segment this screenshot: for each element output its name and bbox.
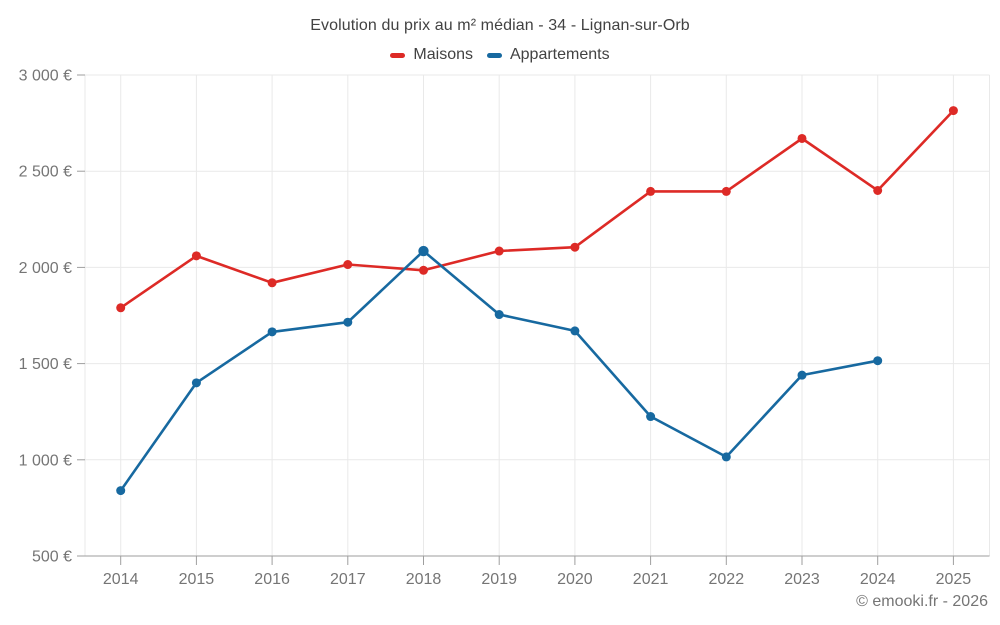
data-point-maisons-2024[interactable] xyxy=(873,185,883,195)
legend-label: Maisons xyxy=(413,46,473,63)
x-axis-label: 2016 xyxy=(254,571,290,588)
data-point-appartements-2015[interactable] xyxy=(191,378,201,388)
data-point-maisons-2022[interactable] xyxy=(721,186,731,196)
data-point-appartements-2017[interactable] xyxy=(343,317,353,327)
x-axis-label: 2025 xyxy=(936,571,972,588)
series-line-maisons xyxy=(119,109,955,310)
x-axis-label: 2023 xyxy=(784,571,820,588)
data-point-appartements-2019[interactable] xyxy=(494,310,504,320)
data-point-maisons-2014[interactable] xyxy=(116,303,126,313)
data-point-maisons-2018[interactable] xyxy=(419,265,428,275)
x-axis-label: 2014 xyxy=(103,571,139,588)
data-point-maisons-2015[interactable] xyxy=(191,251,201,261)
x-axis-label: 2020 xyxy=(557,571,593,588)
legend-item-appartements[interactable]: Appartements xyxy=(486,46,610,64)
x-axis-label: 2019 xyxy=(481,571,517,588)
x-axis-label: 2021 xyxy=(633,571,669,588)
legend-swatch-appartements xyxy=(486,52,502,58)
copyright-footer: © emooki.fr - 2026 xyxy=(856,593,988,610)
y-axis-label: 2 000 € xyxy=(19,260,72,277)
chart-title: Evolution du prix au m² médian - 34 - Li… xyxy=(310,17,690,34)
data-point-appartements-2018[interactable] xyxy=(418,245,429,257)
data-point-maisons-2019[interactable] xyxy=(494,246,504,256)
data-point-appartements-2016[interactable] xyxy=(267,327,277,337)
data-point-appartements-2022[interactable] xyxy=(721,452,731,462)
data-point-appartements-2023[interactable] xyxy=(797,370,807,380)
y-axis-label: 500 € xyxy=(32,549,72,566)
data-point-appartements-2024[interactable] xyxy=(873,356,883,366)
x-axis-label: 2015 xyxy=(179,571,215,588)
x-axis-label: 2022 xyxy=(709,571,745,588)
data-point-maisons-2020[interactable] xyxy=(570,242,580,252)
data-point-appartements-2021[interactable] xyxy=(646,412,656,422)
y-axis-label: 2 500 € xyxy=(19,164,72,181)
chart-legend: Maisons Appartements xyxy=(0,46,1000,64)
data-point-appartements-2014[interactable] xyxy=(116,486,126,496)
x-axis-label: 2018 xyxy=(406,571,442,588)
data-point-maisons-2023[interactable] xyxy=(797,133,807,143)
x-axis-label: 2017 xyxy=(330,571,366,588)
x-axis-label: 2024 xyxy=(860,571,896,588)
legend-swatch-maisons xyxy=(390,52,406,58)
data-point-appartements-2020[interactable] xyxy=(570,326,580,336)
legend-item-maisons[interactable]: Maisons xyxy=(390,46,473,64)
data-point-maisons-2025[interactable] xyxy=(948,106,958,116)
y-axis-label: 1 000 € xyxy=(19,452,72,469)
legend-label: Appartements xyxy=(509,46,610,63)
data-point-maisons-2021[interactable] xyxy=(646,186,656,196)
y-axis-label: 3 000 € xyxy=(19,68,72,85)
data-point-maisons-2017[interactable] xyxy=(343,260,353,270)
y-axis-label: 1 500 € xyxy=(19,356,72,373)
data-point-maisons-2016[interactable] xyxy=(267,278,277,288)
